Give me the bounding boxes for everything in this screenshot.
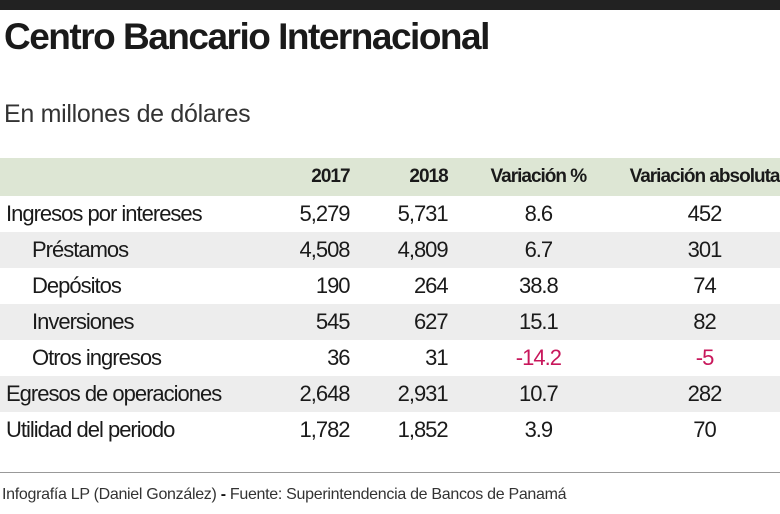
credit: Infografía LP (Daniel González) <box>2 486 217 503</box>
separator: - <box>220 486 226 503</box>
cell: 10.7 <box>447 376 630 412</box>
row-label: Inversiones <box>0 304 257 340</box>
header-cell: 2018 <box>349 158 449 196</box>
cell: 190 <box>315 273 351 298</box>
cell: 1,852 <box>397 417 449 442</box>
cell: 15.1 <box>447 304 630 340</box>
source: Fuente: Superintendencia de Bancos de Pa… <box>229 486 567 503</box>
row-label: Utilidad del periodo <box>6 417 175 442</box>
cell: 627 <box>349 304 449 340</box>
title: Centro Bancario Internacional <box>4 16 490 57</box>
row-label: Ingresos por intereses <box>6 201 203 226</box>
row-label: Préstamos <box>0 232 257 268</box>
footer: Infografía LP (Daniel González) - Fuente… <box>2 486 567 504</box>
table-row: Ingresos por intereses 5,279 5,731 8.6 452 <box>0 196 780 232</box>
cell: 4,508 <box>257 232 351 268</box>
cell: 70 <box>693 417 716 442</box>
top-bar <box>0 0 780 10</box>
subtitle: En millones de dólares <box>4 100 251 128</box>
row-label: Otros ingresos <box>32 345 162 370</box>
data-table: 2017 2018 Variación % Variación absoluta Ing… <box>0 158 780 448</box>
table-row: Depósitos 190 264 38.8 74 <box>0 268 780 304</box>
cell: 8.6 <box>524 201 554 226</box>
cell: 264 <box>413 273 449 298</box>
cell: 282 <box>629 376 780 412</box>
divider <box>0 472 780 473</box>
cell: 36 <box>327 345 350 370</box>
cell: 452 <box>687 201 723 226</box>
table-row: Inversiones 545 627 15.1 82 <box>0 304 780 340</box>
row-label: Depósitos <box>32 273 122 298</box>
cell: 6.7 <box>447 232 630 268</box>
table-row: Préstamos 4,508 4,809 6.7 301 <box>0 232 780 268</box>
cell: 545 <box>257 304 351 340</box>
cell: -5 <box>695 345 715 370</box>
table-row: Otros ingresos 36 31 -14.2 -5 <box>0 340 780 376</box>
row-label: Egresos de operaciones <box>0 376 257 412</box>
table-row: Egresos de operaciones 2,648 2,931 10.7 282 <box>0 376 780 412</box>
cell: 2,931 <box>349 376 449 412</box>
header-cell: 2017 <box>257 158 351 196</box>
cell: 82 <box>629 304 780 340</box>
header-cell <box>0 158 257 196</box>
cell: 2,648 <box>257 376 351 412</box>
header-row: 2017 2018 Variación % Variación absoluta <box>0 158 780 196</box>
cell: 31 <box>425 345 448 370</box>
cell: 301 <box>629 232 780 268</box>
cell: 74 <box>693 273 716 298</box>
header-cell: Variación absoluta <box>629 158 780 196</box>
cell: 3.9 <box>524 417 554 442</box>
cell: -14.2 <box>515 345 562 370</box>
header-cell: Variación % <box>447 158 630 196</box>
cell: 5,279 <box>299 201 350 226</box>
cell: 5,731 <box>397 201 449 226</box>
cell: 1,782 <box>299 417 350 442</box>
cell: 4,809 <box>349 232 449 268</box>
cell: 38.8 <box>518 273 559 298</box>
table-row: Utilidad del periodo 1,782 1,852 3.9 70 <box>0 412 780 448</box>
